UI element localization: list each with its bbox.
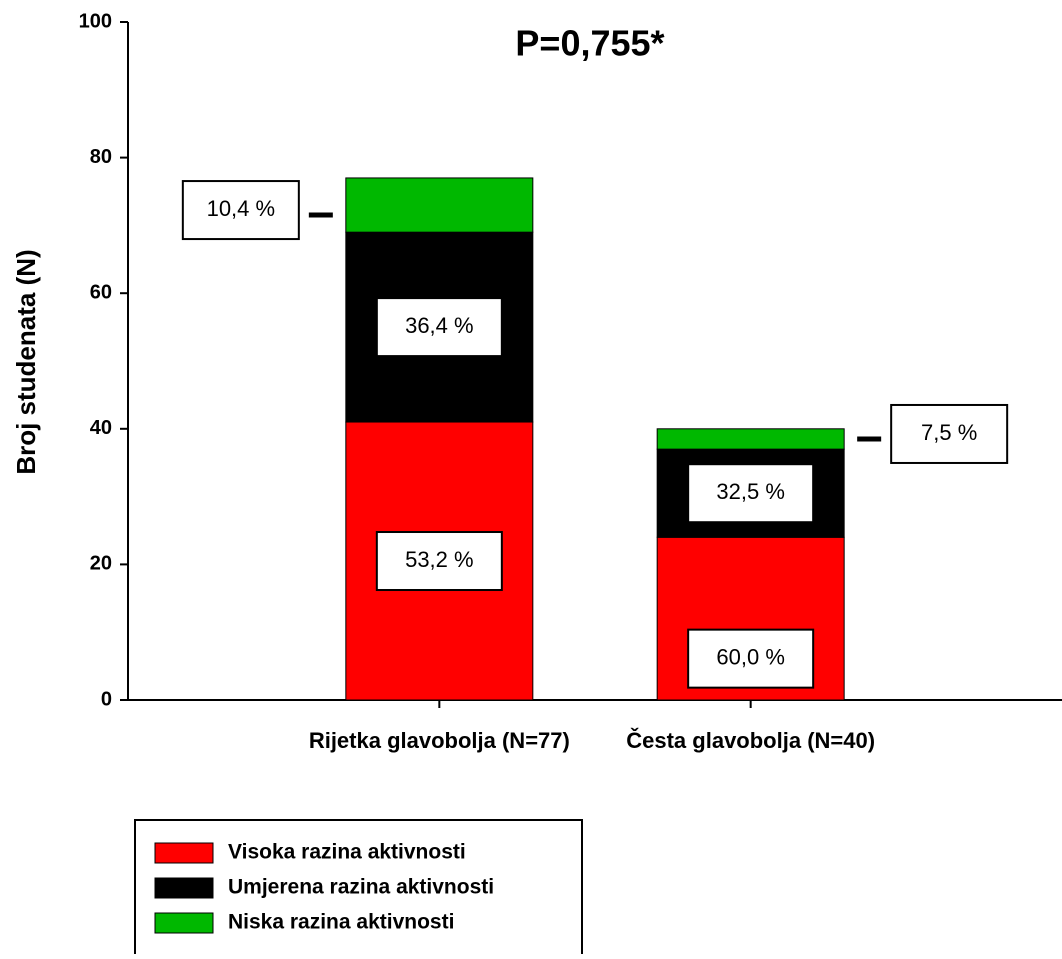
legend-swatch <box>154 912 214 934</box>
y-tick-label: 20 <box>90 553 112 575</box>
value-label-box <box>375 531 503 592</box>
value-label: 53,2 % <box>405 547 474 572</box>
legend-label: Umjerena razina aktivnosti <box>228 876 494 899</box>
y-tick-label: 60 <box>90 281 112 303</box>
chart-title: P=0,755* <box>515 23 664 64</box>
value-label: 60,0 % <box>716 644 785 669</box>
value-label: 10,4 % <box>207 196 276 221</box>
value-label: 36,4 % <box>405 313 474 338</box>
legend-swatch <box>154 842 214 864</box>
value-label-box <box>890 403 1009 464</box>
bar-segment <box>345 177 534 233</box>
value-label-box <box>687 463 815 524</box>
legend-swatch <box>154 877 214 899</box>
legend-label: Visoka razina aktivnosti <box>228 841 466 864</box>
x-tick-label: Rijetka glavobolja (N=77) <box>309 728 570 753</box>
value-label: 7,5 % <box>921 420 977 445</box>
value-label: 32,5 % <box>716 479 785 504</box>
value-label-box <box>687 628 815 689</box>
value-label-box <box>181 180 300 241</box>
bar-segment <box>656 428 845 450</box>
y-tick-label: 40 <box>90 417 112 439</box>
x-tick-label: Česta glavobolja (N=40) <box>626 728 875 753</box>
y-axis-label: Broj studenata (N) <box>11 249 41 474</box>
y-tick-label: 100 <box>79 10 112 32</box>
legend-label: Niska razina aktivnosti <box>228 911 454 934</box>
y-tick-label: 80 <box>90 146 112 168</box>
y-tick-label: 0 <box>101 688 112 710</box>
value-label-box <box>375 297 503 358</box>
